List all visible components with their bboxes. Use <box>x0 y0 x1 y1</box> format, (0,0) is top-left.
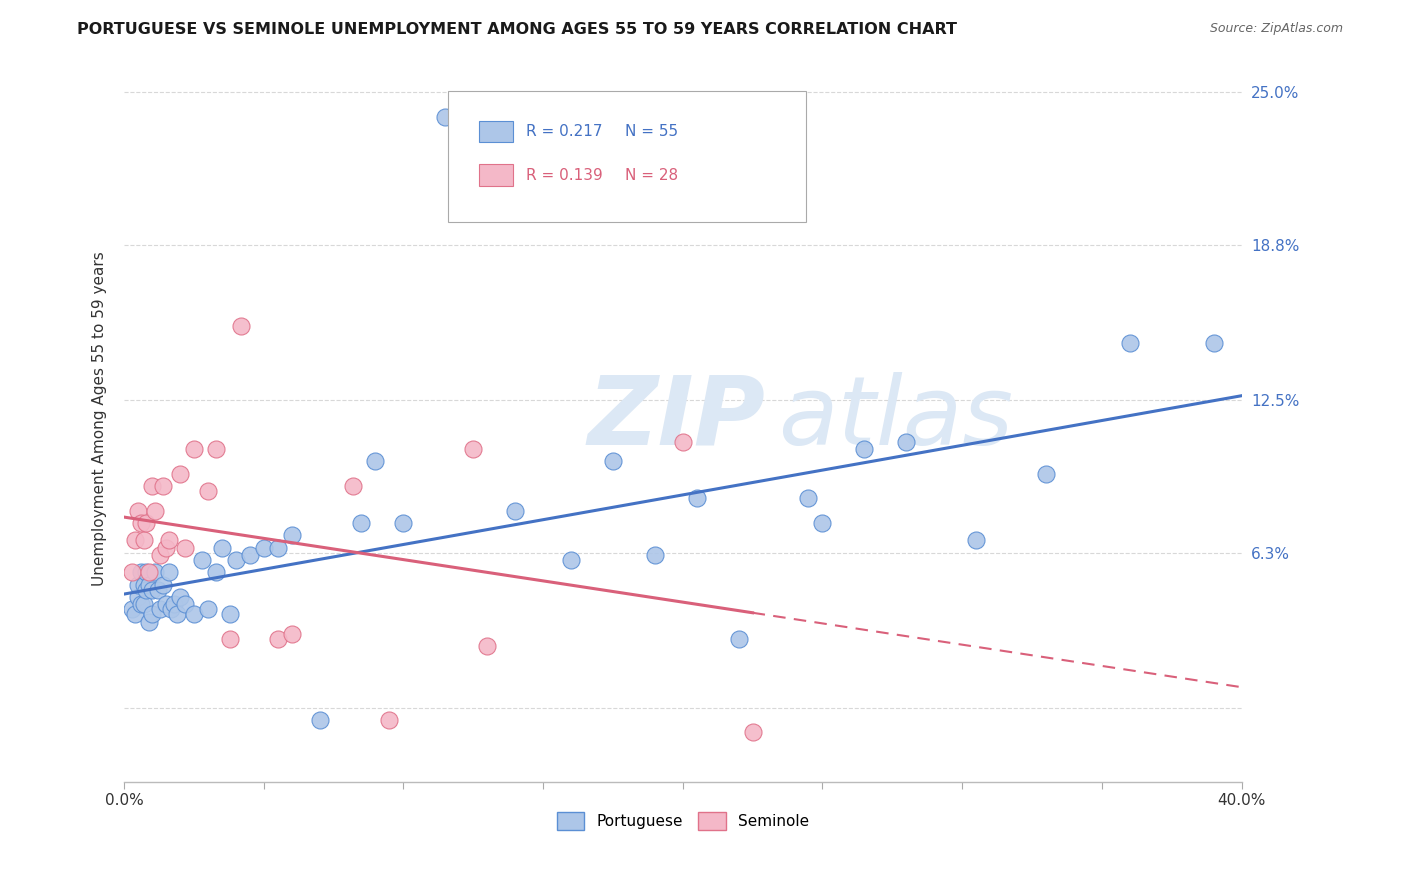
Point <box>135 566 157 580</box>
Point <box>253 541 276 555</box>
Point <box>141 607 163 622</box>
Point <box>132 577 155 591</box>
Point <box>152 577 174 591</box>
Point <box>138 577 160 591</box>
Point <box>239 548 262 562</box>
FancyBboxPatch shape <box>479 120 513 143</box>
Point <box>896 434 918 449</box>
Point <box>205 442 228 457</box>
Point <box>197 602 219 616</box>
Point <box>183 442 205 457</box>
Point <box>211 541 233 555</box>
Point <box>124 607 146 622</box>
Point <box>463 442 485 457</box>
Point <box>965 533 987 548</box>
Point <box>155 598 177 612</box>
Point <box>129 566 152 580</box>
Point <box>197 484 219 499</box>
Point <box>797 491 820 506</box>
Point <box>138 566 160 580</box>
Point <box>141 582 163 597</box>
Text: ZIP: ZIP <box>588 372 766 465</box>
Point <box>124 533 146 548</box>
Legend: Portuguese, Seminole: Portuguese, Seminole <box>551 805 815 836</box>
Point <box>174 598 197 612</box>
Point <box>1035 467 1057 481</box>
Text: atlas: atlas <box>778 372 1012 465</box>
Text: R = 0.217: R = 0.217 <box>526 124 603 139</box>
Point <box>127 590 149 604</box>
Point <box>741 725 763 739</box>
Point <box>266 541 288 555</box>
Point <box>378 713 401 727</box>
Point <box>686 491 709 506</box>
Point <box>121 602 143 616</box>
Point <box>308 713 330 727</box>
FancyBboxPatch shape <box>449 92 806 222</box>
Point <box>129 598 152 612</box>
Point <box>183 607 205 622</box>
Point <box>602 454 624 468</box>
Point <box>280 528 302 542</box>
Point <box>149 548 172 562</box>
Text: Source: ZipAtlas.com: Source: ZipAtlas.com <box>1209 22 1343 36</box>
Point <box>160 602 183 616</box>
Point <box>219 607 242 622</box>
Point <box>121 566 143 580</box>
Y-axis label: Unemployment Among Ages 55 to 59 years: Unemployment Among Ages 55 to 59 years <box>93 251 107 586</box>
Point <box>169 590 191 604</box>
Point <box>146 582 169 597</box>
Point <box>135 516 157 530</box>
Point <box>174 541 197 555</box>
Point <box>141 479 163 493</box>
Point <box>205 566 228 580</box>
Point <box>225 553 247 567</box>
Point <box>644 548 666 562</box>
Point <box>727 632 749 646</box>
Point <box>477 639 499 653</box>
Point <box>132 598 155 612</box>
Point <box>350 516 373 530</box>
Text: PORTUGUESE VS SEMINOLE UNEMPLOYMENT AMONG AGES 55 TO 59 YEARS CORRELATION CHART: PORTUGUESE VS SEMINOLE UNEMPLOYMENT AMON… <box>77 22 957 37</box>
Point <box>157 566 180 580</box>
Point <box>152 479 174 493</box>
Point <box>1202 336 1225 351</box>
Point <box>127 504 149 518</box>
FancyBboxPatch shape <box>479 164 513 186</box>
Point <box>157 533 180 548</box>
Point <box>560 553 582 567</box>
Point <box>129 516 152 530</box>
Point <box>266 632 288 646</box>
Point <box>219 632 242 646</box>
Point <box>811 516 834 530</box>
Point <box>163 598 186 612</box>
Point <box>231 319 253 334</box>
Point <box>155 541 177 555</box>
Point <box>166 607 188 622</box>
Point <box>672 434 695 449</box>
Point <box>138 615 160 629</box>
Text: N = 55: N = 55 <box>624 124 678 139</box>
Point <box>132 533 155 548</box>
Point <box>434 110 457 124</box>
Point <box>135 582 157 597</box>
Point <box>853 442 876 457</box>
Point <box>392 516 415 530</box>
Point <box>127 577 149 591</box>
Point <box>280 627 302 641</box>
Point <box>149 602 172 616</box>
Text: N = 28: N = 28 <box>624 168 678 183</box>
Point <box>342 479 364 493</box>
Point <box>143 566 166 580</box>
Point <box>169 467 191 481</box>
Point <box>143 504 166 518</box>
Point <box>364 454 387 468</box>
Text: R = 0.139: R = 0.139 <box>526 168 603 183</box>
Point <box>503 504 526 518</box>
Point <box>1119 336 1142 351</box>
Point <box>191 553 214 567</box>
